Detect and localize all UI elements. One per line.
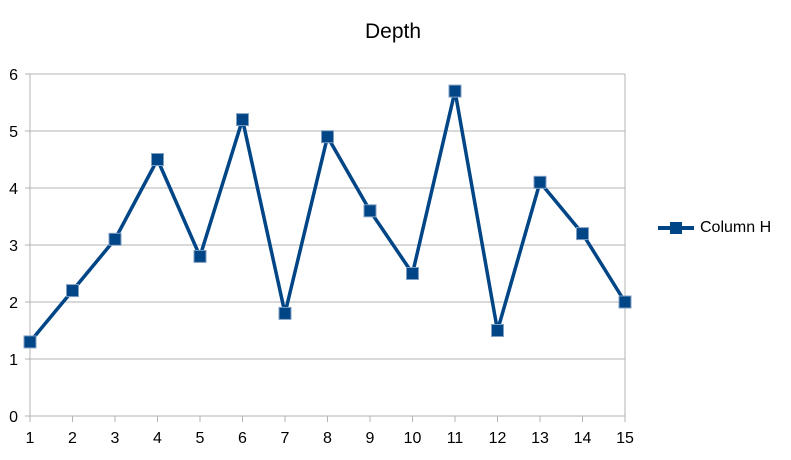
y-tick-label: 2: [9, 295, 18, 312]
legend-series-swatch: [656, 217, 696, 239]
data-point-marker: [236, 113, 249, 127]
data-point-marker: [66, 284, 79, 298]
x-tick-label: 3: [111, 430, 120, 447]
x-tick-label: 2: [68, 430, 77, 447]
y-tick-label: 4: [9, 181, 18, 198]
data-point-marker: [278, 306, 292, 320]
x-tick-label: 13: [531, 430, 549, 447]
data-point-marker: [108, 232, 122, 246]
data-point-marker: [618, 295, 632, 309]
x-tick-label: 12: [489, 430, 507, 447]
data-point-marker: [23, 335, 37, 349]
series-line: [28, 89, 627, 344]
data-point-marker: [321, 130, 334, 144]
data-point-marker: [576, 227, 589, 241]
x-tick-label: 1: [26, 430, 35, 447]
x-tick-label: 10: [404, 430, 422, 447]
data-point-marker: [533, 175, 547, 189]
data-point-marker: [491, 324, 504, 337]
data-point-marker: [193, 249, 207, 263]
y-tick-label: 0: [9, 409, 18, 426]
y-tick-label: 1: [9, 352, 18, 369]
chart-title: Depth: [364, 20, 422, 43]
legend: Column H: [656, 217, 771, 239]
data-point-marker: [151, 153, 164, 166]
x-tick-label: 9: [366, 430, 375, 447]
x-tick-label: 6: [238, 430, 247, 447]
x-tick-label: 8: [323, 430, 332, 447]
x-tick-label: 5: [196, 430, 205, 447]
x-tick-label: 7: [281, 430, 290, 447]
legend-series-label: Column H: [700, 219, 772, 236]
y-tick-label: 3: [9, 238, 18, 255]
data-point-marker: [448, 84, 462, 98]
x-tick-label: 15: [616, 430, 634, 447]
y-tick-label: 5: [9, 124, 18, 141]
x-tick-label: 4: [153, 430, 162, 447]
x-tick-label: 11: [447, 430, 464, 447]
data-point-marker: [363, 204, 377, 218]
data-point-marker: [406, 267, 419, 280]
y-tick-label: 6: [9, 67, 18, 84]
x-tick-label: 14: [574, 430, 592, 447]
